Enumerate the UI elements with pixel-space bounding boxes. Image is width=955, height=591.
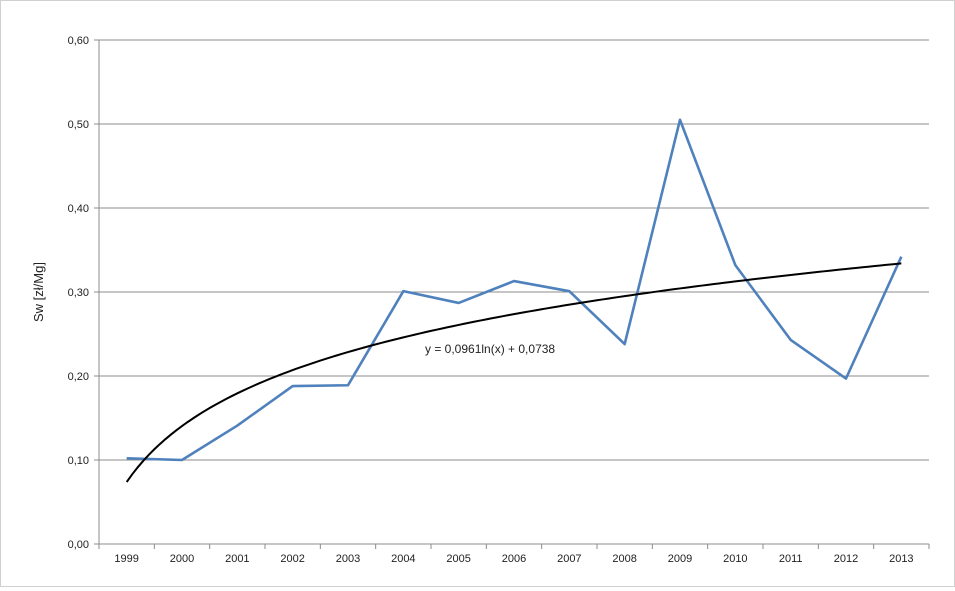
- x-tick-label: 2005: [446, 553, 470, 565]
- x-tick-label: 2002: [280, 553, 304, 565]
- x-tick-label: 2010: [723, 553, 747, 565]
- y-tick-label: 0,30: [68, 287, 89, 299]
- y-axis-label: Sw [zł/Mg]: [31, 262, 46, 322]
- series-line: [126, 118, 903, 462]
- trendline-curve: [125, 262, 902, 483]
- x-tick-label: 2007: [557, 553, 581, 565]
- x-tick-label: 2006: [502, 553, 526, 565]
- y-tick-labels: 0,00 0,10 0,20 0,30 0,40 0,50 0,60: [68, 35, 89, 551]
- x-tick-label: 2012: [834, 553, 858, 565]
- axes: [98, 40, 930, 549]
- data-series: [126, 118, 903, 462]
- gridlines: [94, 39, 929, 545]
- x-tick-label: 2003: [336, 553, 360, 565]
- trendline: [125, 262, 902, 483]
- x-tick-label: 2008: [612, 553, 636, 565]
- y-tick-label: 0,10: [68, 455, 89, 467]
- x-tick-label: 2013: [889, 553, 913, 565]
- y-tick-label: 0,00: [68, 539, 89, 551]
- x-tick-label: 2001: [225, 553, 249, 565]
- x-tick-labels: 1999 2000 2001 2002 2003 2004 2005 2006 2007 2008…: [114, 553, 913, 565]
- y-tick-label: 0,40: [68, 203, 89, 215]
- y-tick-label: 0,50: [68, 119, 89, 131]
- y-tick-label: 0,60: [68, 35, 89, 47]
- x-tick-label: 2000: [170, 553, 194, 565]
- x-tick-label: 2011: [779, 553, 803, 565]
- y-tick-label: 0,20: [68, 371, 89, 383]
- x-tick-label: 2009: [668, 553, 692, 565]
- x-tick-label: 2004: [391, 553, 415, 565]
- x-tick-label: 1999: [114, 553, 138, 565]
- trendline-equation: y = 0,0961ln(x) + 0,0738: [425, 342, 555, 356]
